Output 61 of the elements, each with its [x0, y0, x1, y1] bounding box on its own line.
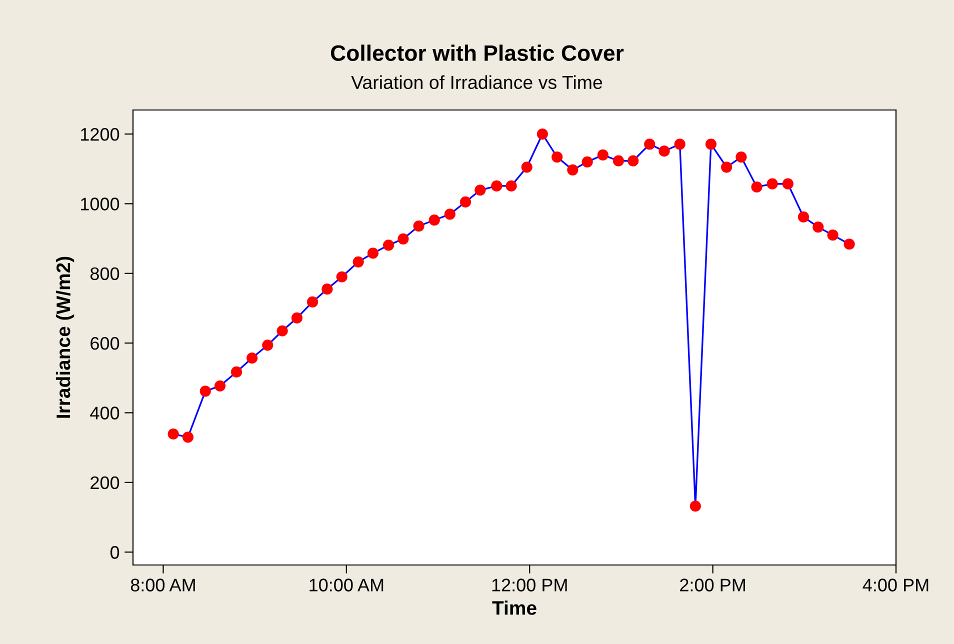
- x-tick-label: 4:00 PM: [862, 578, 928, 592]
- point: [506, 180, 517, 192]
- x-tick-label: 10:00 AM: [310, 578, 384, 592]
- point: [200, 386, 211, 397]
- y-tick-label: 600: [90, 337, 120, 350]
- x-tick-label: 8:00 AM: [130, 578, 195, 592]
- point: [720, 162, 732, 173]
- chart-subtitle: Variation of Irradiance vs Time: [351, 75, 602, 90]
- point: [460, 196, 472, 208]
- y-tick-label: 400: [90, 406, 120, 420]
- point: [336, 271, 348, 282]
- point: [597, 149, 608, 160]
- point: [766, 178, 778, 190]
- point: [612, 155, 624, 166]
- point: [582, 156, 593, 168]
- point: [798, 211, 810, 223]
- point: [246, 352, 258, 364]
- point: [782, 178, 794, 190]
- y-axis-title: Irradiance (W/m2): [56, 256, 74, 418]
- point: [262, 340, 274, 351]
- point: [413, 220, 424, 232]
- point: [674, 138, 686, 150]
- point: [367, 248, 379, 259]
- x-tick-label: 12:00 PM: [492, 578, 567, 592]
- point: [168, 428, 179, 440]
- point: [552, 151, 563, 163]
- point: [844, 238, 855, 250]
- point: [214, 380, 226, 392]
- point: [567, 164, 578, 176]
- y-tick-label: 1200: [81, 128, 120, 141]
- point: [398, 233, 409, 244]
- point: [182, 432, 194, 443]
- point: [306, 296, 318, 308]
- point: [812, 222, 824, 233]
- point: [428, 214, 440, 226]
- x-axis-title: Time: [492, 600, 536, 615]
- chart-title: Collector with Plastic Cover: [330, 44, 624, 61]
- point: [352, 256, 364, 268]
- point: [536, 128, 548, 140]
- point: [322, 284, 333, 295]
- y-tick-label: 1000: [81, 198, 120, 210]
- point: [705, 138, 717, 150]
- y-tick-label: 800: [90, 267, 120, 280]
- point: [628, 155, 639, 166]
- y-tick-label: 200: [90, 476, 120, 490]
- point: [644, 138, 656, 150]
- point: [276, 325, 288, 336]
- point: [491, 180, 502, 192]
- point: [690, 500, 701, 512]
- point: [474, 184, 486, 196]
- point: [736, 151, 747, 163]
- y-tick-label: 0: [110, 546, 120, 559]
- point: [383, 240, 394, 251]
- point: [521, 162, 532, 173]
- point: [230, 366, 242, 378]
- point: [444, 208, 456, 220]
- point: [291, 312, 303, 324]
- point: [827, 230, 838, 241]
- point: [751, 181, 762, 193]
- point: [658, 146, 670, 157]
- x-tick-label: 2:00 PM: [680, 578, 745, 592]
